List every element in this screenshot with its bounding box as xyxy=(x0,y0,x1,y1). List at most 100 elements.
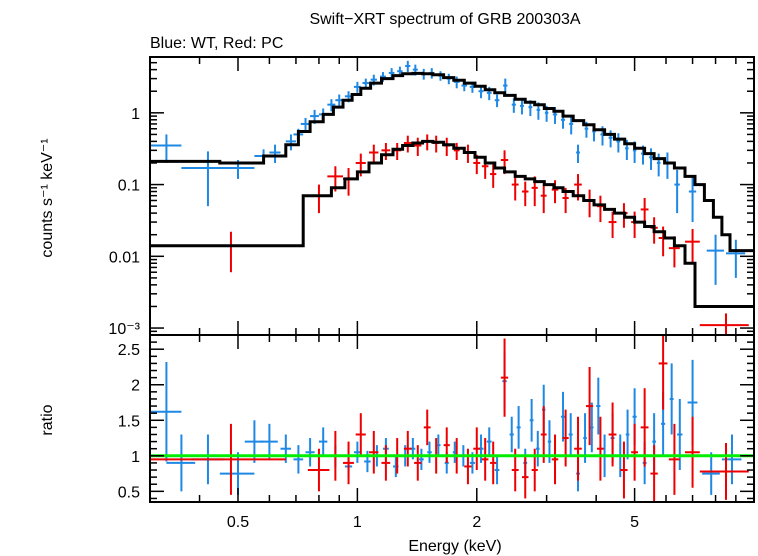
pc-ratio-point xyxy=(490,441,497,485)
bottom-y-tick-label: 2.5 xyxy=(118,342,140,359)
pc-data-point xyxy=(597,195,604,223)
wt-ratio-point xyxy=(280,434,291,463)
wt-data-point xyxy=(576,144,580,163)
pc-data-point xyxy=(511,174,519,201)
pc-ratio-point xyxy=(540,406,547,463)
wt-ratio-point xyxy=(293,445,304,474)
wt-data-point xyxy=(269,144,281,163)
pc-ratio-point xyxy=(551,434,559,485)
wt-data-point xyxy=(494,94,500,108)
pc-ratio-point xyxy=(343,441,354,485)
wt-data-point xyxy=(362,78,370,89)
wt-data-point xyxy=(569,116,574,135)
wt-ratio-point xyxy=(166,434,196,492)
wt-data-point xyxy=(405,60,411,73)
pc-data-point xyxy=(699,313,749,335)
wt-ratio-point xyxy=(596,377,601,435)
pc-data-point xyxy=(521,181,529,207)
x-tick-label: 5 xyxy=(630,514,639,531)
chart-title: Swift−XRT spectrum of GRB 200303A xyxy=(309,11,580,28)
wt-ratio-point xyxy=(150,362,182,462)
x-tick-label: 2 xyxy=(472,514,481,531)
wt-ratio-point xyxy=(677,398,683,471)
pc-ratio-point xyxy=(355,413,366,456)
wt-ratio-point xyxy=(353,441,361,463)
pc-ratio-point xyxy=(369,430,379,474)
pc-data-point xyxy=(307,184,330,214)
pc-ratio-point xyxy=(650,445,658,502)
pc-data-point xyxy=(631,211,639,238)
wt-data-point xyxy=(674,169,680,214)
x-axis-label: Energy (keV) xyxy=(408,538,501,555)
pc-ratio-point xyxy=(521,455,529,499)
pc-data-point xyxy=(540,184,547,214)
pc-ratio-point xyxy=(481,438,489,481)
wt-data-point xyxy=(665,152,670,179)
wt-ratio-point xyxy=(260,423,278,460)
wt-data-point xyxy=(616,133,621,153)
pc-ratio-point xyxy=(597,416,604,481)
top-panel-frame xyxy=(149,56,755,336)
pc-data-point xyxy=(685,229,700,264)
wt-data-point xyxy=(706,234,724,285)
wt-data-point xyxy=(726,239,746,278)
bottom-y-tick-label: 0.5 xyxy=(118,484,140,501)
wt-ratio-point xyxy=(305,438,315,467)
wt-data-point xyxy=(150,134,182,163)
wt-ratio-point xyxy=(516,406,521,449)
wt-data-point xyxy=(688,176,697,223)
wt-ratio-point xyxy=(721,434,742,485)
pc-ratio-point xyxy=(414,445,422,481)
pc-data-point xyxy=(443,137,450,157)
pc-data-point xyxy=(608,211,617,238)
pc-ratio-point xyxy=(381,445,391,481)
bottom-y-tick-label: 1 xyxy=(131,449,140,466)
wt-data-point xyxy=(519,99,524,115)
wt-data-point xyxy=(300,117,311,132)
bottom-y-axis-label: ratio xyxy=(39,404,56,435)
wt-data-point xyxy=(181,151,231,207)
pc-ratio-point xyxy=(443,427,450,463)
wt-ratio-point xyxy=(318,427,328,456)
pc-ratio-point xyxy=(423,409,431,446)
wt-ratio-point xyxy=(625,409,630,460)
pc-ratio-point xyxy=(403,430,412,467)
wt-ratio-point xyxy=(486,427,492,456)
wt-data-point xyxy=(649,148,653,170)
pc-data-point xyxy=(432,135,440,153)
bottom-y-tick-label: 1.5 xyxy=(118,413,140,430)
wt-ratio-point xyxy=(590,402,594,453)
wt-ratio-point xyxy=(494,455,500,485)
x-tick-label: 0.5 xyxy=(227,514,249,531)
chart-subtitle: Blue: WT, Red: PC xyxy=(150,35,283,52)
pc-ratio-point xyxy=(631,423,639,481)
wt-ratio-point xyxy=(702,452,720,495)
pc-ratio-point xyxy=(150,423,286,495)
x-tick-label: 1 xyxy=(353,514,362,531)
wt-ratio-point xyxy=(560,391,566,442)
pc-data-point xyxy=(414,137,422,157)
pc-ratio-point xyxy=(699,443,749,500)
pc-ratio-point xyxy=(585,366,594,446)
wt-ratio-point xyxy=(418,448,424,471)
wt-data-point xyxy=(327,99,336,112)
wt-data-point xyxy=(608,130,613,148)
pc-ratio-point xyxy=(473,427,481,471)
pc-data-point xyxy=(585,189,594,218)
axes-ticks: 0.5 1 2 5 10⁻³ 0.01 0.1 1 0.5 1 1.5 2 2.5 xyxy=(108,56,755,531)
pc-data-point xyxy=(490,164,497,188)
top-y-tick-label: 0.01 xyxy=(109,249,140,266)
pc-ratio-point xyxy=(658,335,668,410)
pc-data-point xyxy=(381,142,391,161)
wt-ratio-point xyxy=(669,363,674,435)
pc-model-curve xyxy=(150,139,754,308)
pc-data-point xyxy=(453,142,460,161)
bottom-panel-frame xyxy=(149,334,755,503)
pc-ratio-point xyxy=(620,441,628,499)
pc-ratio-point xyxy=(668,423,680,495)
wt-data-point xyxy=(285,134,296,151)
top-y-tick-label: 1 xyxy=(131,106,140,123)
pc-ratio-point xyxy=(500,338,509,417)
wt-ratio-point xyxy=(535,430,540,467)
